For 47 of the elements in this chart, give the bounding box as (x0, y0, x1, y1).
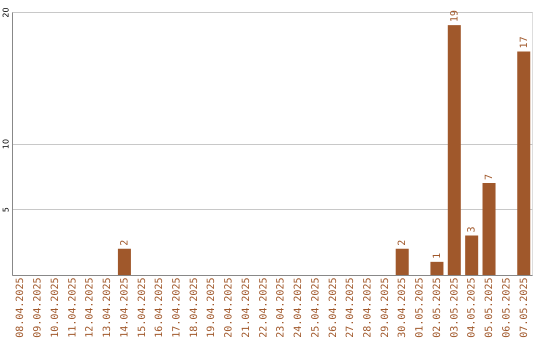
x-tick-label: 26.04.2025 (328, 278, 339, 338)
x-tick-label: 14.04.2025 (119, 278, 130, 338)
x-tick-label: 08.04.2025 (15, 278, 26, 338)
x-tick-label: 24.04.2025 (293, 278, 304, 338)
x-tick-label: 13.04.2025 (102, 278, 114, 338)
x-tick-label: 18.04.2025 (188, 278, 200, 338)
data-label: 1 (432, 252, 443, 259)
x-tick-label: 16.04.2025 (154, 278, 166, 338)
data-label: 3 (466, 226, 478, 233)
x-tick-label: 28.04.2025 (362, 278, 374, 338)
data-label: 2 (397, 240, 408, 246)
x-tick-label: 11.04.2025 (67, 278, 78, 338)
x-tick-label: 20.04.2025 (224, 278, 235, 338)
bar (482, 182, 496, 275)
x-tick-label: 29.04.2025 (380, 278, 391, 338)
y-tick-label: 5 (2, 207, 10, 212)
bar (396, 248, 409, 275)
bar (118, 248, 131, 275)
data-label: 7 (484, 174, 496, 180)
x-tick-label: 25.04.2025 (310, 278, 322, 338)
bar (448, 25, 461, 275)
x-tick-label: 27.04.2025 (345, 278, 356, 338)
x-tick-label: 05.05.2025 (484, 278, 496, 338)
x-tick-label: 15.04.2025 (136, 278, 148, 338)
y-tick-label: 10 (2, 138, 10, 150)
data-label: 2 (119, 240, 130, 246)
x-tick-label: 02.05.2025 (432, 278, 443, 338)
x-tick-label: 12.04.2025 (84, 278, 96, 338)
x-tick-label: 09.04.2025 (32, 278, 44, 338)
x-tick-label: 03.05.2025 (449, 278, 460, 338)
x-tick-label: 06.05.2025 (501, 278, 512, 338)
data-label: 19 (449, 10, 460, 22)
x-tick-label: 01.05.2025 (414, 278, 426, 338)
x-tick-label: 04.05.2025 (466, 278, 478, 338)
y-tick-label: 20 (2, 7, 10, 18)
data-label: 17 (518, 36, 530, 48)
bar (430, 262, 444, 275)
x-tick-label: 22.04.2025 (258, 278, 270, 338)
x-tick-label: 17.04.2025 (172, 278, 183, 338)
x-tick-label: 10.04.2025 (50, 278, 61, 338)
bar (517, 51, 530, 275)
x-tick-label: 19.04.2025 (206, 278, 218, 338)
x-tick-label: 21.04.2025 (240, 278, 252, 338)
x-tick-label: 30.04.2025 (397, 278, 408, 338)
x-tick-label: 23.04.2025 (276, 278, 287, 338)
x-tick-label: 07.05.2025 (518, 278, 530, 338)
bar (465, 236, 478, 275)
